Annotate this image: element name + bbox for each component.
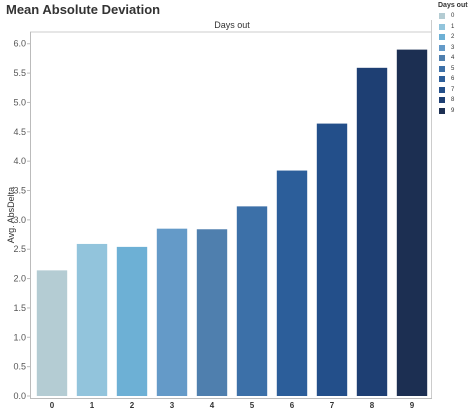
legend-label: 6 — [451, 76, 455, 83]
bar-days-out-9[interactable] — [396, 49, 428, 396]
legend-swatch — [439, 86, 445, 93]
y-tick-label: 3.5 — [13, 186, 26, 196]
x-tick-label: 3 — [170, 401, 175, 410]
y-tick-label: 3.0 — [13, 215, 26, 225]
legend-item[interactable]: 5 — [436, 64, 474, 75]
legend-swatch — [439, 76, 445, 83]
legend-item[interactable]: 0 — [436, 11, 474, 22]
legend: Days out 0 1 2 3 4 5 6 7 8 9 — [436, 2, 474, 116]
x-tick-label: 4 — [210, 401, 215, 410]
legend-swatch — [439, 65, 445, 72]
y-tick-label: 2.5 — [13, 244, 26, 254]
legend-label: 3 — [451, 44, 455, 51]
legend-swatch — [439, 34, 445, 41]
legend-item[interactable]: 8 — [436, 95, 474, 106]
x-tick-label: 0 — [50, 401, 55, 410]
y-tick-label: 4.0 — [13, 156, 26, 166]
legend-swatch — [439, 13, 445, 20]
legend-swatch — [439, 23, 445, 30]
y-axis-label: Avg. AbsDelta — [6, 187, 16, 243]
legend-label: 0 — [451, 13, 455, 20]
y-tick-label: 1.5 — [13, 303, 26, 313]
x-tick-label: 1 — [90, 401, 95, 410]
legend-label: 7 — [451, 86, 455, 93]
legend-item[interactable]: 9 — [436, 106, 474, 117]
bar-days-out-3[interactable] — [156, 228, 188, 396]
x-tick-label: 6 — [290, 401, 295, 410]
chart-title: Mean Absolute Deviation — [6, 2, 161, 17]
legend-label: 1 — [451, 23, 455, 30]
legend-item[interactable]: 6 — [436, 74, 474, 85]
x-tick-label: 5 — [250, 401, 255, 410]
legend-item[interactable]: 4 — [436, 53, 474, 64]
y-tick-label: 4.5 — [13, 127, 26, 137]
bar-days-out-4[interactable] — [196, 229, 228, 396]
legend-label: 5 — [451, 65, 455, 72]
legend-swatch — [439, 55, 445, 62]
legend-swatch — [439, 107, 445, 114]
legend-item[interactable]: 7 — [436, 85, 474, 96]
legend-swatch — [439, 97, 445, 104]
x-tick-label: 2 — [130, 401, 135, 410]
bar-days-out-2[interactable] — [116, 246, 148, 396]
legend-label: 8 — [451, 97, 455, 104]
bar-chart: Days out Avg. AbsDelta 0.0 0.5 1.0 1.5 2.0 2.… — [6, 20, 432, 410]
y-tick-label: 5.5 — [13, 68, 26, 78]
bar-days-out-7[interactable] — [316, 123, 348, 396]
y-tick-label: 1.0 — [13, 332, 26, 342]
x-tick-label: 9 — [410, 401, 415, 410]
x-header-label: Days out — [214, 20, 250, 30]
legend-item[interactable]: 2 — [436, 32, 474, 43]
bar-days-out-1[interactable] — [76, 243, 108, 396]
legend-title: Days out — [438, 2, 468, 9]
bar-days-out-5[interactable] — [236, 206, 268, 396]
legend-label: 2 — [451, 34, 455, 41]
legend-label: 4 — [451, 55, 455, 62]
x-tick-label: 8 — [370, 401, 375, 410]
legend-swatch — [439, 44, 445, 51]
y-tick-label: 2.0 — [13, 274, 26, 284]
y-tick-label: 5.0 — [13, 97, 26, 107]
legend-item[interactable]: 1 — [436, 22, 474, 33]
bar-days-out-0[interactable] — [36, 270, 68, 396]
bar-days-out-8[interactable] — [356, 67, 388, 397]
bar-days-out-6[interactable] — [276, 170, 308, 396]
y-tick-label: 0.5 — [13, 362, 26, 372]
legend-label: 9 — [451, 107, 455, 114]
legend-item[interactable]: 3 — [436, 43, 474, 54]
y-tick-label: 0.0 — [13, 391, 26, 401]
y-tick-label: 6.0 — [13, 39, 26, 49]
x-tick-label: 7 — [330, 401, 335, 410]
